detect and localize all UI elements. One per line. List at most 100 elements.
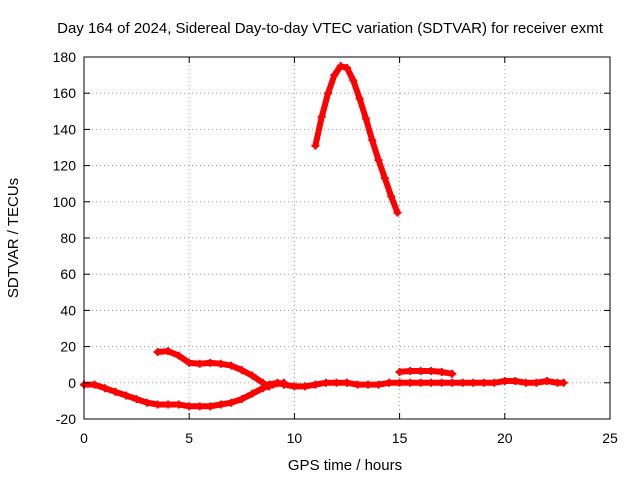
data-point (469, 378, 478, 387)
y-tick-label: 40 (60, 302, 76, 318)
data-point (374, 380, 383, 389)
data-point (195, 359, 204, 368)
data-point (542, 376, 551, 385)
series-arc-bump (153, 347, 274, 391)
data-point (174, 400, 183, 409)
y-tick-label: 180 (53, 49, 77, 65)
data-point (330, 71, 339, 80)
data-point (479, 378, 488, 387)
data-point (317, 112, 326, 121)
data-point (380, 174, 389, 183)
grid-lines (84, 57, 610, 419)
chart-title: Day 164 of 2024, Sidereal Day-to-day VTE… (57, 20, 604, 37)
series-arc-high (311, 62, 402, 217)
data-point (393, 208, 402, 217)
data-point (559, 378, 568, 387)
plot-frame (83, 56, 611, 420)
data-point (521, 378, 530, 387)
data-point (122, 391, 131, 400)
data-point (416, 378, 425, 387)
data-point (343, 378, 351, 387)
data-point (511, 376, 520, 385)
series-trace (312, 63, 401, 216)
y-tick-label: 100 (53, 194, 77, 210)
y-tick-label: -20 (56, 411, 76, 427)
data-point (206, 358, 215, 367)
data-point (174, 351, 183, 360)
data-point (416, 367, 425, 376)
data-point (490, 378, 499, 387)
data-point (164, 347, 173, 356)
data-point (143, 398, 152, 407)
data-point (385, 378, 394, 387)
data-point (164, 400, 173, 409)
data-point (216, 400, 225, 409)
data-point (406, 367, 415, 376)
data-point (532, 378, 541, 387)
data-point (427, 367, 436, 376)
y-tick-label: 80 (60, 230, 76, 246)
x-tick-label: 15 (392, 430, 408, 446)
data-point (185, 402, 194, 411)
data-series (80, 62, 568, 411)
data-point (374, 156, 383, 165)
data-point (437, 367, 446, 376)
data-point (448, 378, 457, 387)
y-tick-label: 0 (68, 375, 76, 391)
data-point (279, 380, 288, 389)
x-tick-label: 25 (602, 430, 618, 446)
data-point (248, 371, 257, 380)
y-axis-label: SDTVAR / TECUs (5, 178, 22, 298)
data-point (437, 378, 446, 387)
data-point (406, 378, 415, 387)
data-point (101, 384, 110, 393)
data-point (349, 76, 358, 85)
x-tick-label: 10 (287, 430, 303, 446)
data-point (332, 378, 341, 387)
data-point (227, 361, 236, 370)
data-point (132, 395, 141, 404)
data-point (395, 378, 404, 387)
y-tick-label: 140 (53, 121, 77, 137)
data-point (153, 348, 162, 357)
data-point (300, 382, 309, 391)
y-tick-label: 60 (60, 266, 76, 282)
data-point (237, 366, 246, 375)
data-point (227, 398, 236, 407)
data-point (90, 380, 99, 389)
data-point (458, 378, 467, 387)
data-point (395, 367, 404, 376)
x-tick-label: 20 (497, 430, 513, 446)
data-point (273, 378, 282, 387)
data-point (311, 141, 320, 150)
series-arc-flat (265, 376, 568, 391)
series-arc-short (395, 367, 457, 378)
data-point (355, 94, 364, 103)
series-arc-negative (80, 378, 288, 411)
x-tick-label: 0 (80, 430, 88, 446)
y-tick-label: 160 (53, 85, 77, 101)
data-point (290, 382, 299, 391)
data-point (185, 358, 194, 367)
data-point (500, 376, 509, 385)
x-tick-label: 5 (185, 430, 193, 446)
data-point (265, 380, 274, 389)
series-trace (154, 348, 273, 390)
data-point (153, 400, 162, 409)
y-tick-label: 20 (60, 339, 76, 355)
data-point (427, 378, 436, 387)
data-point (216, 359, 225, 368)
x-axis-label: GPS time / hours (288, 457, 402, 474)
data-point (258, 378, 267, 387)
data-point (448, 369, 457, 378)
data-point (248, 389, 257, 398)
data-point (237, 395, 246, 404)
data-point (387, 192, 396, 201)
data-point (364, 380, 373, 389)
data-point (336, 62, 345, 71)
data-point (111, 387, 120, 396)
y-tick-label: 120 (53, 158, 77, 174)
data-point (368, 136, 377, 145)
